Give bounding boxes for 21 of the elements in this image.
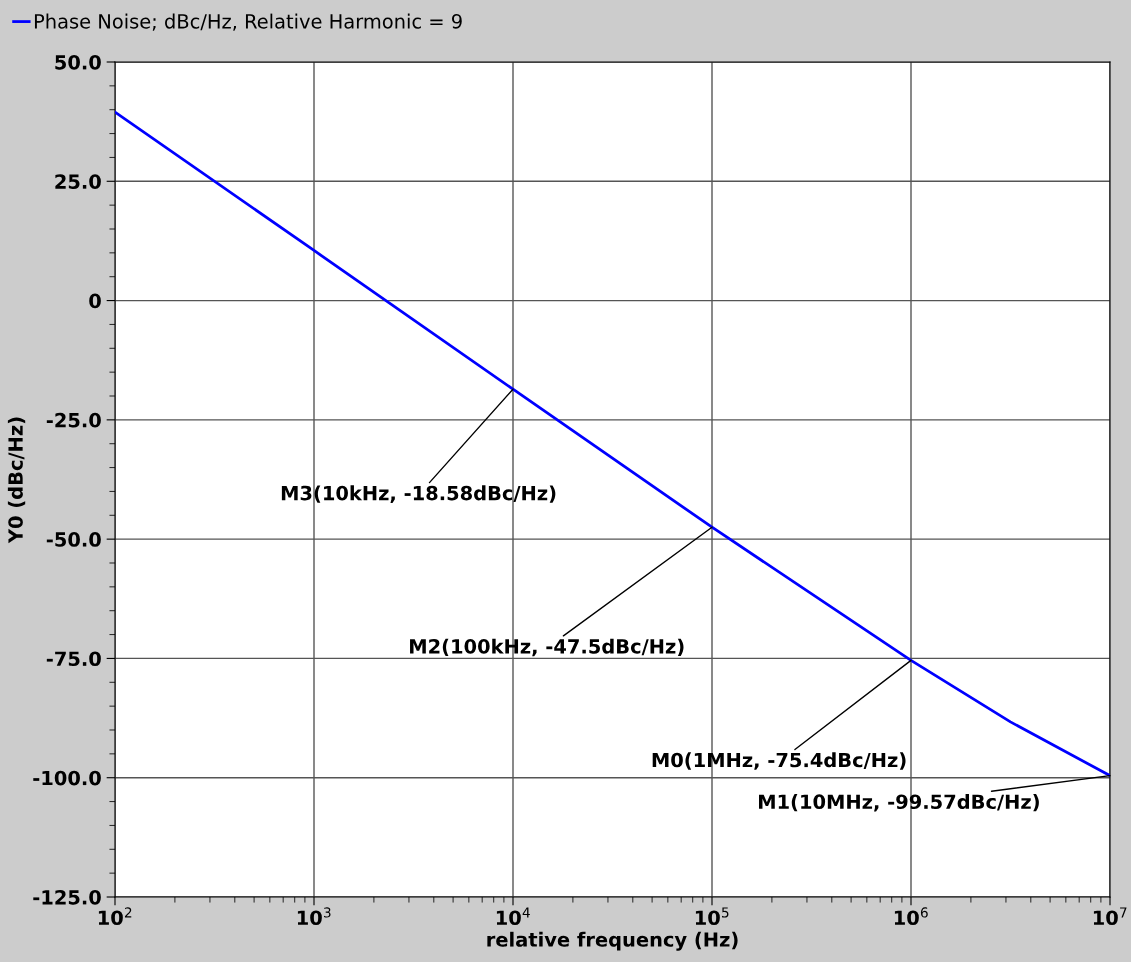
legend-label: Phase Noise; dBc/Hz, Relative Harmonic = 9 xyxy=(34,13,462,31)
y-tick-label: 50.0 xyxy=(55,54,101,70)
x-tick-label: 10$^{5}$ xyxy=(695,907,729,926)
y-tick-label: 25.0 xyxy=(55,174,101,189)
x-tick-label: 10$^{4}$ xyxy=(496,907,530,926)
x-axis-title: relative frequency (Hz) xyxy=(487,931,738,951)
x-tick-label: 10$^{7}$ xyxy=(1093,907,1127,926)
y-tick-label: -125.0 xyxy=(33,889,101,905)
y-axis-title: Y0 (dBc/Hz) xyxy=(7,417,26,544)
y-tick-label: -75.0 xyxy=(46,651,101,667)
y-tick-label: -100.0 xyxy=(33,770,101,786)
annotation: M0(1MHz, -75.4dBc/Hz) xyxy=(652,752,906,770)
annotation: M3(10kHz, -18.58dBc/Hz) xyxy=(281,485,556,503)
y-tick-label: -50.0 xyxy=(46,532,101,547)
x-tick-label: 10$^{2}$ xyxy=(98,907,132,926)
x-tick-label: 10$^{6}$ xyxy=(894,907,928,926)
annotation: M1(10MHz, -99.57dBc/Hz) xyxy=(759,794,1039,812)
annotation: M2(100kHz, -47.5dBc/Hz) xyxy=(410,638,684,657)
y-tick-label: 0 xyxy=(89,293,101,309)
y-tick-label: -25.0 xyxy=(46,412,101,428)
x-tick-label: 10$^{3}$ xyxy=(297,907,331,926)
